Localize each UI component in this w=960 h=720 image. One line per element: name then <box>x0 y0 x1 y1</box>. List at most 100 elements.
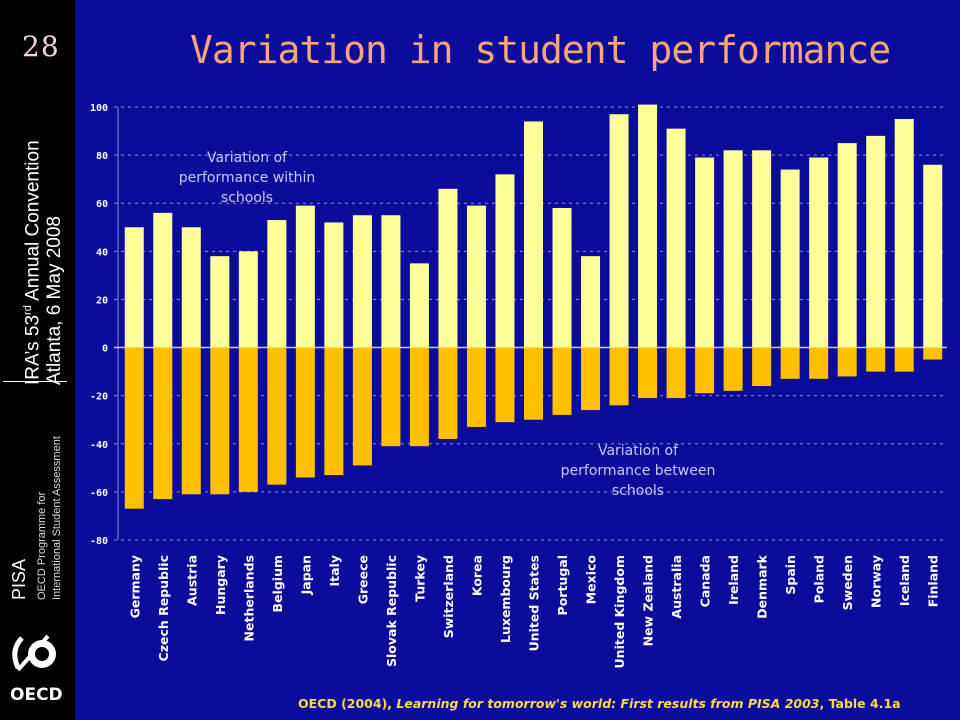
y-tick-label: 80 <box>96 151 108 162</box>
y-tick-label: -60 <box>90 488 108 499</box>
bar-between-korea <box>466 347 486 427</box>
x-tick-label: Finland <box>926 555 941 607</box>
bar-within-iceland <box>894 119 914 348</box>
bar-within-austria <box>181 227 201 348</box>
bar-between-norway <box>866 347 886 372</box>
bar-within-new-zealand <box>638 104 658 348</box>
bar-within-netherlands <box>238 251 258 348</box>
bar-within-finland <box>923 164 943 348</box>
bar-between-mexico <box>581 347 601 411</box>
annotation-line: Variation of <box>207 150 288 166</box>
x-tick-label: Portugal <box>555 555 570 615</box>
bar-within-greece <box>352 215 372 348</box>
x-tick-label: Sweden <box>840 555 855 610</box>
bar-between-czech-republic <box>153 347 173 500</box>
bar-within-ireland <box>723 150 743 348</box>
bar-between-italy <box>324 347 344 476</box>
x-tick-label: Germany <box>127 555 142 618</box>
x-tick-label: United States <box>527 555 542 651</box>
x-tick-label: Luxembourg <box>498 555 513 643</box>
bar-within-norway <box>866 135 886 348</box>
y-tick-label: 20 <box>96 295 108 306</box>
x-tick-label: Poland <box>812 555 827 603</box>
bar-between-germany <box>124 347 144 509</box>
x-tick-label: Japan <box>298 555 313 595</box>
bar-between-japan <box>295 347 315 478</box>
bar-within-canada <box>695 157 715 348</box>
bar-within-japan <box>295 205 315 348</box>
bar-between-finland <box>923 347 943 360</box>
bar-within-denmark <box>752 150 772 348</box>
oecd-logo: OECD <box>10 634 63 705</box>
bar-within-spain <box>780 169 800 348</box>
bar-between-netherlands <box>238 347 258 492</box>
bar-within-mexico <box>581 256 601 348</box>
annotation-line: performance between <box>561 463 716 479</box>
bar-between-switzerland <box>438 347 458 439</box>
bar-within-germany <box>124 227 144 348</box>
bar-within-luxembourg <box>495 174 515 348</box>
bar-within-belgium <box>267 220 287 348</box>
y-tick-label: -40 <box>90 440 108 451</box>
bar-between-denmark <box>752 347 772 387</box>
x-tick-label: Iceland <box>897 555 912 606</box>
bar-within-australia <box>666 128 686 348</box>
bar-between-australia <box>666 347 686 399</box>
x-tick-label: Canada <box>698 555 713 607</box>
conference-date: Atlanta, 6 May 2008 <box>44 216 65 385</box>
bar-between-sweden <box>837 347 857 377</box>
x-tick-label: Greece <box>355 555 370 604</box>
bar-between-belgium <box>267 347 287 485</box>
x-tick-label: Turkey <box>412 555 427 602</box>
x-tick-label: Mexico <box>584 555 599 605</box>
x-tick-label: Norway <box>869 555 884 608</box>
bar-within-hungary <box>210 256 230 348</box>
programme-line2: International Student Assessment <box>51 436 63 600</box>
sidebar: 28 IRA’s 53rd Annual Convention Atlanta,… <box>0 0 75 720</box>
bar-within-slovak-republic <box>381 215 401 348</box>
annotation-line: schools <box>612 483 664 499</box>
bar-between-poland <box>809 347 829 379</box>
x-tick-label: Australia <box>669 555 684 619</box>
y-tick-label: 60 <box>96 199 108 210</box>
bar-between-united-kingdom <box>609 347 629 406</box>
bar-between-ireland <box>723 347 743 391</box>
x-tick-label: Denmark <box>755 554 770 618</box>
annotation-line: performance within <box>179 170 316 186</box>
bar-within-united-kingdom <box>609 114 629 348</box>
bar-between-spain <box>780 347 800 379</box>
bar-within-portugal <box>552 208 572 348</box>
bar-between-portugal <box>552 347 572 415</box>
bar-within-czech-republic <box>153 212 173 348</box>
y-tick-label: -20 <box>90 392 108 403</box>
x-tick-label: Hungary <box>213 555 228 615</box>
x-tick-label: Italy <box>327 555 342 587</box>
bar-between-greece <box>352 347 372 466</box>
sidebar-divider <box>3 381 67 382</box>
bar-between-turkey <box>409 347 429 447</box>
page-number: 28 <box>22 30 60 63</box>
source-suffix: , Table 4.1a <box>819 696 901 711</box>
conference-name: IRA’s 53rd Annual Convention <box>22 140 44 385</box>
oecd-logo-text: OECD <box>10 685 63 705</box>
annotation-line: Variation of <box>598 443 679 459</box>
source-prefix: OECD (2004), <box>298 696 397 711</box>
bar-between-luxembourg <box>495 347 515 423</box>
y-tick-label: 100 <box>90 103 108 114</box>
y-tick-label: -80 <box>90 536 108 547</box>
bar-within-switzerland <box>438 188 458 348</box>
bar-within-sweden <box>837 143 857 348</box>
annotation-line: schools <box>221 190 273 206</box>
programme-line1: OECD Programme for <box>36 491 48 600</box>
bar-chart: 100 80 60 40 20 0 -20 -40 -60 -80 Germany Czech Rep… <box>90 103 947 668</box>
bar-within-poland <box>809 157 829 348</box>
bar-within-korea <box>466 205 486 348</box>
slide-title: Variation in student performance <box>190 28 891 72</box>
y-tick-label: 0 <box>102 344 108 355</box>
x-tick-label: Spain <box>783 555 798 595</box>
bar-within-turkey <box>409 263 429 348</box>
bar-between-new-zealand <box>638 347 658 399</box>
source-citation: OECD (2004), Learning for tomorrow's wor… <box>298 696 901 711</box>
bar-within-united-states <box>524 121 543 348</box>
x-tick-label: Korea <box>469 555 484 596</box>
